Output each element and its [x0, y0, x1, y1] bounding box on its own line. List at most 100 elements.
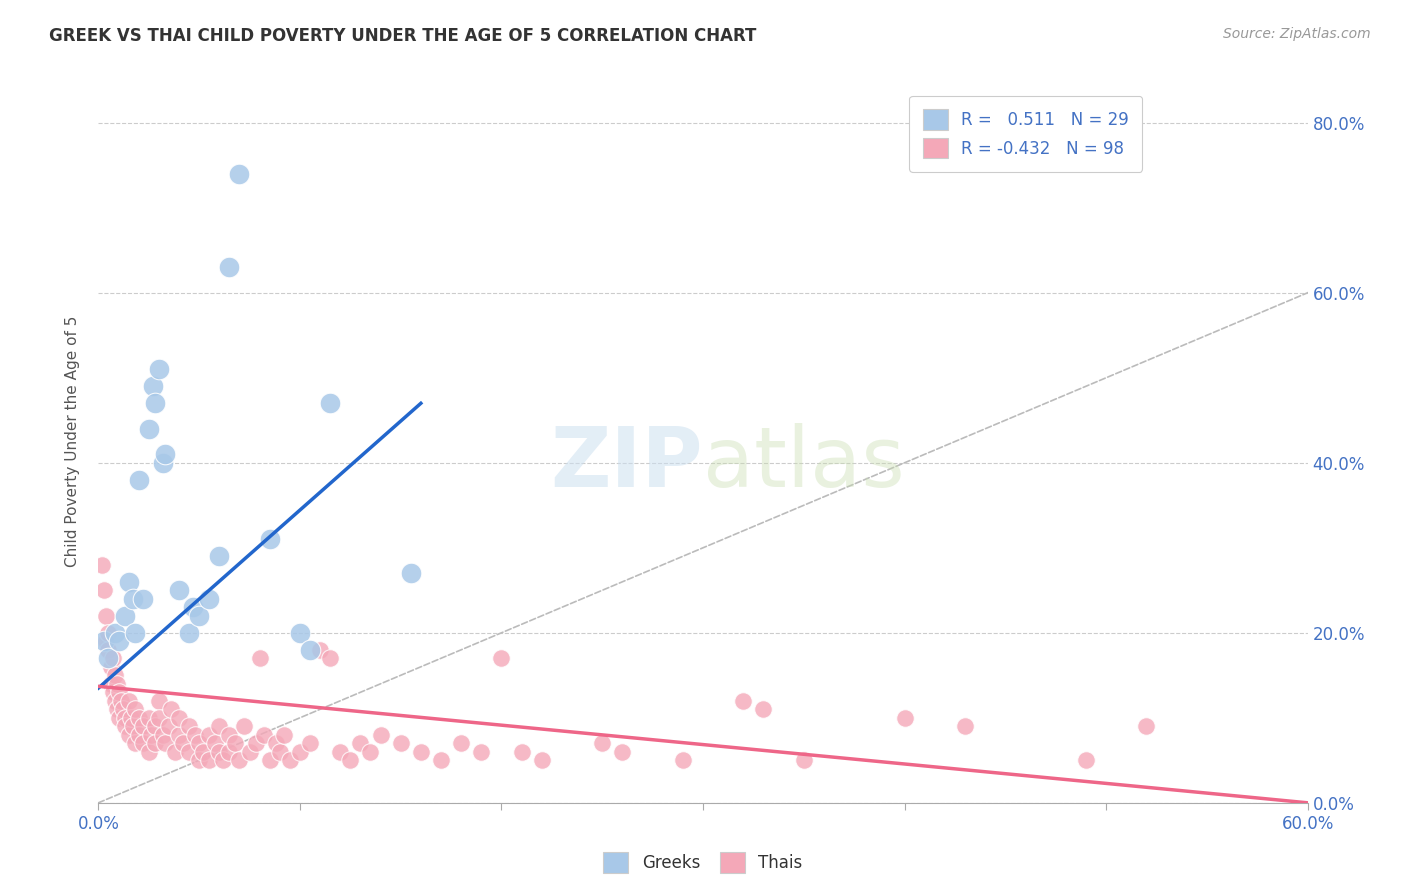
Point — [319, 396, 342, 410]
Point — [120, 711, 142, 725]
Point — [114, 719, 136, 733]
Point — [409, 745, 432, 759]
Point — [510, 745, 533, 759]
Point — [953, 719, 976, 733]
Point — [198, 728, 221, 742]
Point — [124, 736, 146, 750]
Point — [128, 711, 150, 725]
Point — [143, 736, 166, 750]
Point — [105, 702, 128, 716]
Point — [110, 694, 132, 708]
Point — [107, 685, 129, 699]
Point — [118, 574, 141, 589]
Point — [193, 745, 215, 759]
Point — [105, 677, 128, 691]
Point — [212, 753, 235, 767]
Point — [142, 379, 165, 393]
Point — [299, 642, 322, 657]
Point — [228, 167, 250, 181]
Point — [188, 608, 211, 623]
Point — [97, 651, 120, 665]
Point — [132, 736, 155, 750]
Point — [153, 736, 176, 750]
Point — [143, 396, 166, 410]
Point — [118, 728, 141, 742]
Point — [491, 651, 513, 665]
Point — [184, 728, 207, 742]
Point — [132, 591, 155, 606]
Point — [530, 753, 553, 767]
Point — [167, 583, 190, 598]
Point — [430, 753, 453, 767]
Point — [239, 745, 262, 759]
Point — [93, 583, 115, 598]
Point — [179, 719, 201, 733]
Point — [139, 728, 162, 742]
Point — [470, 745, 492, 759]
Point — [152, 456, 174, 470]
Point — [672, 753, 695, 767]
Point — [118, 694, 141, 708]
Point — [288, 625, 311, 640]
Point — [259, 533, 281, 547]
Point — [733, 694, 755, 708]
Text: ZIP: ZIP — [551, 423, 703, 504]
Point — [188, 736, 211, 750]
Point — [591, 736, 613, 750]
Point — [167, 711, 190, 725]
Point — [319, 651, 342, 665]
Legend: Greeks, Thais: Greeks, Thais — [596, 846, 810, 880]
Point — [309, 642, 332, 657]
Point — [179, 625, 201, 640]
Point — [101, 685, 124, 699]
Point — [103, 694, 125, 708]
Point — [138, 745, 160, 759]
Text: Source: ZipAtlas.com: Source: ZipAtlas.com — [1223, 27, 1371, 41]
Point — [218, 745, 240, 759]
Point — [224, 736, 246, 750]
Point — [188, 753, 211, 767]
Point — [93, 634, 115, 648]
Point — [299, 736, 322, 750]
Point — [152, 728, 174, 742]
Point — [1074, 753, 1097, 767]
Point — [339, 753, 361, 767]
Point — [100, 660, 122, 674]
Point — [204, 736, 226, 750]
Point — [97, 625, 120, 640]
Point — [264, 736, 287, 750]
Point — [218, 728, 240, 742]
Point — [160, 702, 183, 716]
Point — [208, 719, 231, 733]
Point — [232, 719, 254, 733]
Point — [148, 362, 170, 376]
Point — [389, 736, 412, 750]
Point — [181, 600, 204, 615]
Point — [111, 702, 134, 716]
Text: GREEK VS THAI CHILD POVERTY UNDER THE AGE OF 5 CORRELATION CHART: GREEK VS THAI CHILD POVERTY UNDER THE AG… — [49, 27, 756, 45]
Point — [288, 745, 311, 759]
Point — [121, 591, 143, 606]
Point — [148, 694, 170, 708]
Point — [124, 702, 146, 716]
Point — [100, 677, 122, 691]
Point — [399, 566, 422, 581]
Point — [349, 736, 371, 750]
Point — [148, 711, 170, 725]
Point — [893, 711, 915, 725]
Point — [91, 558, 114, 572]
Point — [752, 702, 775, 716]
Point — [103, 625, 125, 640]
Point — [153, 447, 176, 461]
Point — [198, 591, 221, 606]
Point — [329, 745, 352, 759]
Point — [107, 634, 129, 648]
Point — [163, 745, 186, 759]
Point — [96, 634, 118, 648]
Point — [249, 651, 271, 665]
Point — [107, 711, 129, 725]
Y-axis label: Child Poverty Under the Age of 5: Child Poverty Under the Age of 5 — [65, 316, 80, 567]
Point — [143, 719, 166, 733]
Point — [124, 625, 146, 640]
Point — [269, 745, 291, 759]
